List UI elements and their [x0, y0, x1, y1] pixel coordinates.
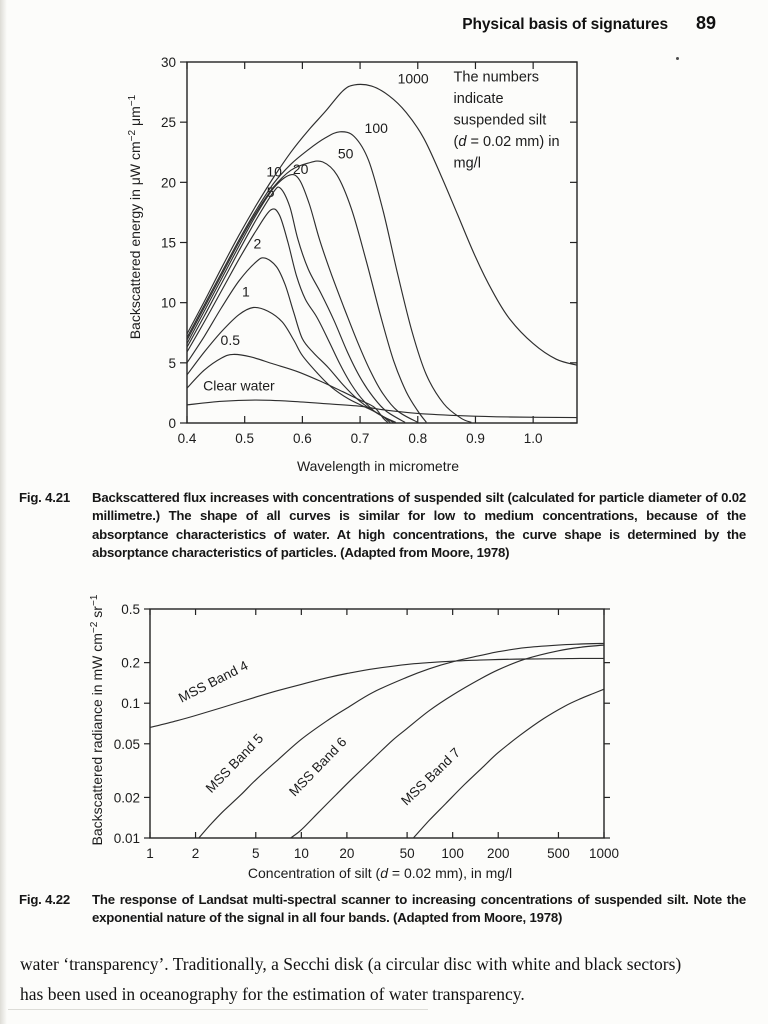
running-head-title: Physical basis of signatures	[462, 16, 668, 33]
curve-silt-20	[186, 174, 419, 423]
curve-label-silt-0.5: 0.5	[221, 332, 241, 348]
curve-label-silt-100: 100	[365, 120, 389, 136]
chart-annotation: The numbers indicate suspended silt (d = 0.…	[454, 69, 560, 171]
y-tick-label: 15	[161, 236, 176, 251]
scan-artifact-dot	[676, 57, 679, 60]
figure-label: Fig. 4.21	[19, 490, 70, 505]
x-tick-label: 0.7	[351, 431, 370, 446]
curve-label-silt-1000: 1000	[398, 71, 429, 87]
curve-label-silt-1: 1	[242, 284, 250, 300]
curve-silt-2	[186, 257, 394, 423]
curve-label-silt-10: 10	[266, 163, 282, 179]
x-tick-label: 0.5	[235, 431, 254, 446]
curve-label-clear-water: Clear water	[203, 378, 275, 394]
axes	[180, 61, 577, 424]
curve-label-mss-band-4: MSS Band 4	[176, 658, 251, 706]
x-tick-label: 0.4	[178, 431, 197, 446]
body-line: has been used in oceanography for the es…	[20, 984, 525, 1004]
x-tick-label: 200	[487, 846, 510, 861]
y-tick-label: 0.5	[121, 602, 140, 617]
x-tick-label: 10	[294, 846, 309, 861]
curve-silt-0.5	[186, 353, 389, 423]
y-tick-label: 30	[161, 55, 176, 70]
y-tick-label: 0.05	[114, 737, 140, 752]
fig-4-21-chart: 0.4 0.5 0.6 0.7 0.8 0.9 1.0 0 5 10 15 20 25 30 Wavelen…	[127, 55, 578, 474]
body-paragraph: water ‘transparency’. Traditionally, a S…	[20, 949, 750, 1009]
curve-mss-band-6	[290, 644, 605, 839]
fig-4-22-caption: Fig. 4.22 The response of Landsat multi-…	[19, 891, 746, 928]
curve-label-silt-2: 2	[253, 236, 261, 252]
y-axis-title: Backscattered energy in μW cm−2 μm−1	[127, 94, 143, 339]
x-tick-label: 1.0	[524, 431, 543, 446]
curve-mss-band-5	[198, 642, 605, 839]
annotation-line: mg/l	[454, 155, 481, 171]
x-tick-label: 50	[400, 846, 415, 861]
page-header: Physical basis of signatures 89	[462, 13, 716, 34]
y-tick-label: 0.01	[114, 831, 140, 846]
x-tick-label: 5	[252, 846, 260, 861]
scan-artifact-line	[8, 1009, 428, 1010]
tick-labels: 1 2 5 10 20 50 100 200 500 1000 0.01 0.02 0.05 0.1 0.2…	[114, 602, 619, 861]
fig-4-21-caption: Fig. 4.21 Backscattered flux increases w…	[19, 489, 746, 563]
x-tick-label: 0.6	[293, 431, 312, 446]
y-tick-label: 5	[168, 356, 176, 371]
annotation-line: (d = 0.02 mm) in	[454, 134, 560, 150]
curve-mss-band-7	[412, 688, 605, 839]
x-axis-title: Concentration of silt (d = 0.02 mm), in …	[248, 865, 512, 881]
curve-silt-1	[186, 306, 391, 423]
curve-label-silt-50: 50	[338, 145, 354, 161]
x-tick-label: 500	[547, 846, 570, 861]
x-tick-label: 1000	[589, 846, 619, 861]
plot-border	[149, 608, 605, 839]
x-tick-label: 0.8	[408, 431, 427, 446]
figure-label: Fig. 4.22	[19, 892, 70, 907]
x-tick-label: 20	[339, 846, 354, 861]
y-axis-title: Backscattered radiance in mW cm−2 sr−1	[89, 594, 105, 845]
tick-labels: 0.4 0.5 0.6 0.7 0.8 0.9 1.0 0 5 10 15 20 25 30	[161, 55, 543, 446]
annotation-line: suspended silt	[454, 112, 547, 128]
y-tick-label: 10	[161, 296, 176, 311]
curve-silt-5	[186, 208, 397, 423]
x-tick-label: 0.9	[466, 431, 485, 446]
page-number: 89	[695, 13, 716, 33]
y-tick-label: 0.2	[121, 656, 140, 671]
body-line: water ‘transparency’. Traditionally, a S…	[20, 954, 682, 974]
x-axis-title: Wavelength in micrometre	[297, 458, 459, 474]
curve-label-silt-20: 20	[293, 161, 309, 177]
axes	[144, 608, 610, 839]
curve-silt-1000	[186, 83, 578, 366]
curve-label-mss-band-5: MSS Band 5	[203, 731, 266, 796]
annotation-line: indicate	[454, 91, 504, 107]
fig-4-22-chart: 1 2 5 10 20 50 100 200 500 1000 0.01 0.02 0.05 0.1 0.2…	[89, 594, 619, 881]
y-tick-label: 20	[161, 175, 176, 190]
curve-silt-100	[186, 131, 472, 423]
annotation-line: The numbers	[454, 69, 539, 85]
y-tick-label: 0	[168, 416, 176, 431]
caption-text: Backscattered flux increases with concen…	[92, 490, 746, 561]
y-tick-label: 0.1	[121, 696, 140, 711]
x-tick-label: 1	[146, 846, 154, 861]
x-tick-label: 2	[192, 846, 200, 861]
x-tick-label: 100	[441, 846, 464, 861]
curve-silt-50	[186, 160, 427, 423]
curve-clear-water	[186, 399, 578, 419]
y-tick-label: 25	[161, 115, 176, 130]
curve-mss-band-4	[149, 657, 604, 729]
curve-silt-10	[186, 186, 406, 423]
caption-text: The response of Landsat multi-spectral s…	[92, 892, 746, 926]
y-tick-label: 0.02	[114, 790, 140, 805]
curve-label-mss-band-7: MSS Band 7	[398, 745, 463, 808]
